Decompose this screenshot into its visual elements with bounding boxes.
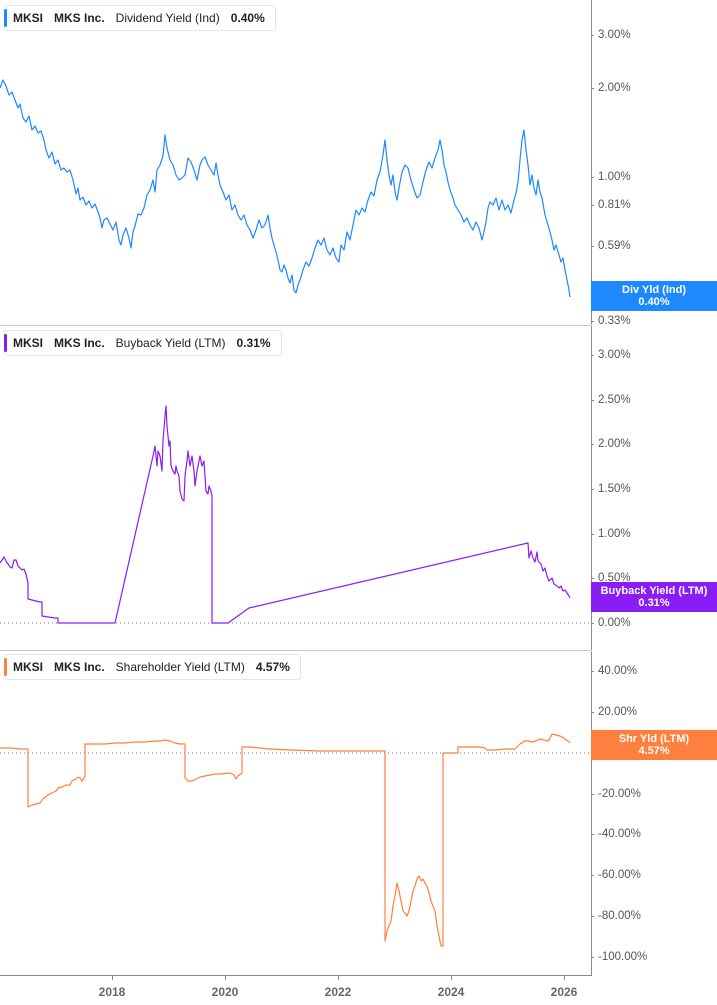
flag-label: Div Yld (Ind) bbox=[622, 284, 686, 296]
x-tick-label: 2020 bbox=[211, 985, 239, 999]
x-tick-mark bbox=[338, 975, 339, 980]
legend-ticker: MKSI bbox=[13, 11, 43, 25]
legend-metric: Buyback Yield (LTM) bbox=[115, 336, 226, 350]
shareholder-yield-line bbox=[0, 733, 591, 947]
series-color-swatch bbox=[4, 334, 7, 352]
y-tick-label: 3.00% bbox=[598, 349, 631, 361]
y-axis-line bbox=[591, 651, 592, 975]
y-tick-mark bbox=[591, 794, 594, 795]
dividend-yield-line bbox=[0, 79, 571, 298]
y-tick-label: 1.50% bbox=[598, 483, 631, 495]
dividend-yield-panel: 3.00% 2.00% 1.00% 0.81% 0.59% 0.37% 0.33… bbox=[0, 0, 717, 327]
y-tick-mark bbox=[591, 205, 594, 206]
x-tick-label: 2026 bbox=[550, 985, 578, 999]
y-tick-mark bbox=[591, 321, 594, 322]
y-tick-label: -60.00% bbox=[598, 869, 641, 881]
legend-value: 0.40% bbox=[230, 11, 265, 25]
shareholder-yield-panel: 40.00% 20.00% 0.00% -20.00% -40.00% -60.… bbox=[0, 651, 717, 975]
y-tick-label: 0.00% bbox=[598, 617, 631, 629]
y-tick-mark bbox=[591, 916, 594, 917]
legend-ticker: MKSI bbox=[13, 336, 43, 350]
x-tick-mark bbox=[112, 975, 113, 980]
legend-value: 0.31% bbox=[236, 336, 271, 350]
flag-value: 0.31% bbox=[638, 597, 670, 609]
y-tick-label: 0.59% bbox=[598, 240, 631, 252]
y-tick-label: 40.00% bbox=[598, 665, 638, 677]
y-tick-mark bbox=[591, 875, 594, 876]
flag-value: 4.57% bbox=[638, 745, 670, 757]
y-tick-label: -40.00% bbox=[598, 828, 641, 840]
y-tick-mark bbox=[591, 88, 594, 89]
y-tick-label: 1.00% bbox=[598, 528, 631, 540]
y-tick-label: 1.00% bbox=[598, 171, 631, 183]
legend-company: MKS Inc. bbox=[54, 11, 105, 25]
panel-divider bbox=[0, 650, 591, 651]
x-tick-label: 2022 bbox=[324, 985, 352, 999]
x-tick-label: 2018 bbox=[98, 985, 126, 999]
legend-company: MKS Inc. bbox=[54, 660, 105, 674]
flag-label: Shr Yld (LTM) bbox=[618, 733, 690, 745]
y-tick-label: 3.00% bbox=[598, 29, 631, 41]
y-tick-label: 20.00% bbox=[598, 706, 638, 718]
series-legend[interactable]: MKSI MKS Inc. Shareholder Yield (LTM) 4.… bbox=[4, 654, 301, 680]
y-tick-mark bbox=[591, 671, 594, 672]
y-tick-label: -80.00% bbox=[598, 910, 641, 922]
legend-metric: Dividend Yield (Ind) bbox=[115, 11, 220, 25]
current-value-flag: Div Yld (Ind) 0.40% bbox=[591, 281, 717, 311]
y-tick-label: 0.81% bbox=[598, 199, 631, 211]
current-value-flag: Shr Yld (LTM) 4.57% bbox=[591, 730, 717, 760]
y-tick-mark bbox=[591, 355, 594, 356]
legend-value: 4.57% bbox=[255, 660, 290, 674]
series-color-swatch bbox=[4, 9, 7, 27]
current-value-flag: Buyback Yield (LTM) 0.31% bbox=[591, 582, 717, 612]
y-tick-label: -100.00% bbox=[598, 951, 648, 963]
legend-ticker: MKSI bbox=[13, 660, 43, 674]
y-tick-mark bbox=[591, 957, 594, 958]
y-tick-mark bbox=[591, 578, 594, 579]
y-tick-mark bbox=[591, 246, 594, 247]
y-tick-label: 2.50% bbox=[598, 394, 631, 406]
flag-label: Buyback Yield (LTM) bbox=[600, 585, 708, 597]
legend-company: MKS Inc. bbox=[54, 336, 105, 350]
y-tick-label: 0.50% bbox=[598, 572, 631, 584]
series-legend[interactable]: MKSI MKS Inc. Dividend Yield (Ind) 0.40% bbox=[4, 5, 276, 31]
x-axis-line bbox=[0, 975, 592, 976]
y-axis-line bbox=[591, 326, 592, 650]
buyback-yield-panel: 3.00% 2.50% 2.00% 1.50% 1.00% 0.50% 0.00… bbox=[0, 326, 717, 651]
y-tick-mark bbox=[591, 623, 594, 624]
x-tick-mark bbox=[451, 975, 452, 980]
y-tick-label: 2.00% bbox=[598, 82, 631, 94]
x-tick-label: 2024 bbox=[437, 985, 465, 999]
y-tick-mark bbox=[591, 534, 594, 535]
buyback-yield-line bbox=[0, 405, 591, 624]
y-axis-line bbox=[591, 0, 592, 325]
flag-value: 0.40% bbox=[638, 296, 670, 308]
series-color-swatch bbox=[4, 658, 7, 676]
y-tick-label: -20.00% bbox=[598, 788, 641, 800]
legend-metric: Shareholder Yield (LTM) bbox=[115, 660, 245, 674]
y-tick-mark bbox=[591, 400, 594, 401]
y-tick-mark bbox=[591, 834, 594, 835]
y-tick-mark bbox=[591, 712, 594, 713]
y-tick-mark bbox=[591, 35, 594, 36]
y-tick-label: 0.33% bbox=[598, 315, 631, 327]
x-tick-mark bbox=[225, 975, 226, 980]
series-legend[interactable]: MKSI MKS Inc. Buyback Yield (LTM) 0.31% bbox=[4, 330, 282, 356]
y-tick-mark bbox=[591, 489, 594, 490]
x-tick-mark bbox=[564, 975, 565, 980]
y-tick-label: 2.00% bbox=[598, 438, 631, 450]
y-tick-mark bbox=[591, 444, 594, 445]
panel-divider bbox=[0, 325, 591, 326]
y-tick-mark bbox=[591, 177, 594, 178]
